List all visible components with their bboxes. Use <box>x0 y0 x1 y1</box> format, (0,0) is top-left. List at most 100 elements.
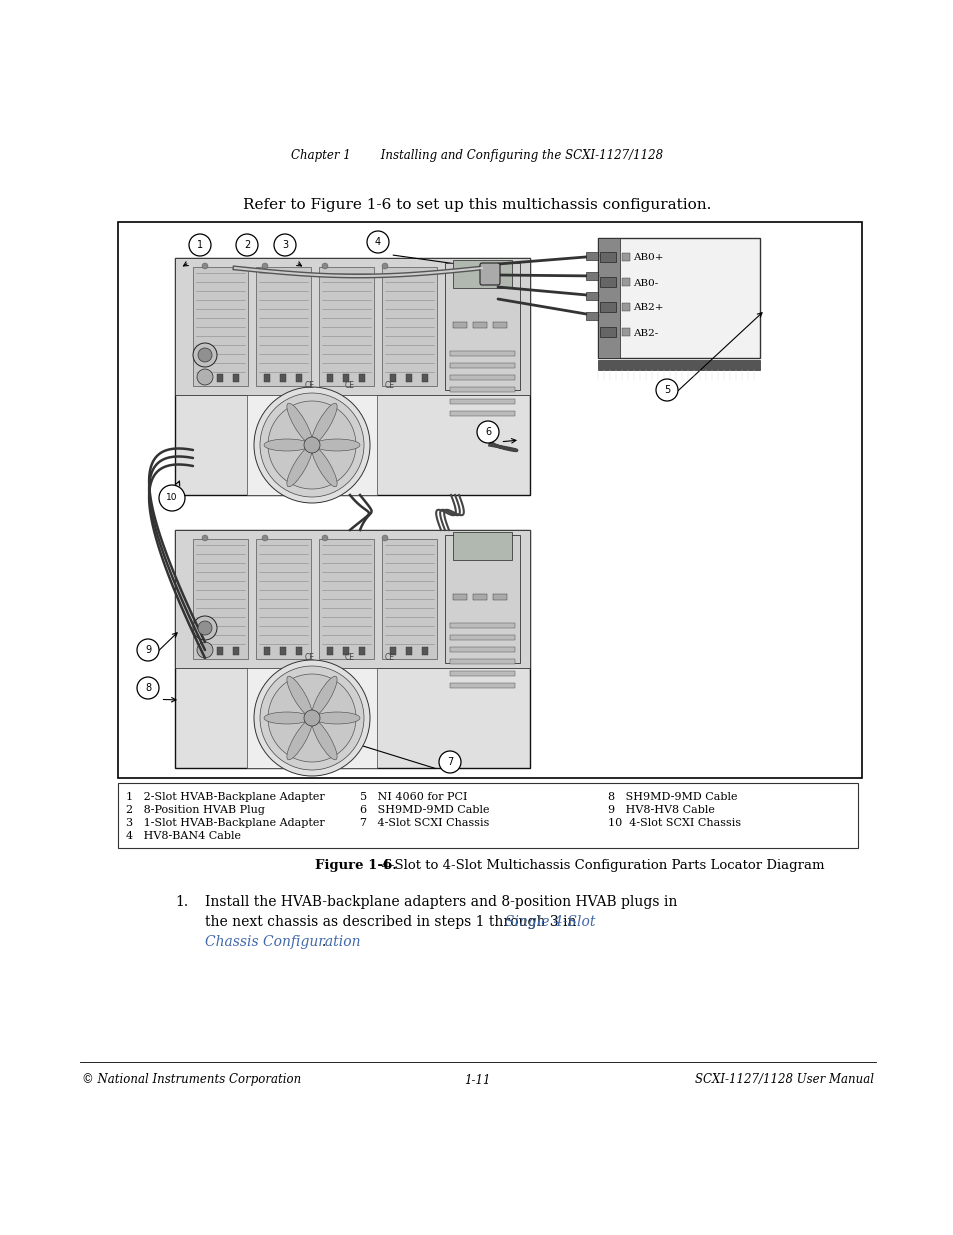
Bar <box>493 594 506 600</box>
Circle shape <box>656 379 678 401</box>
Circle shape <box>262 263 268 269</box>
Bar <box>585 252 598 261</box>
Bar <box>174 530 530 668</box>
Text: Install the HVAB-backplane adapters and 8-position HVAB plugs in: Install the HVAB-backplane adapters and … <box>205 895 677 909</box>
Bar <box>318 267 374 387</box>
Bar <box>598 238 760 358</box>
Bar <box>118 783 857 848</box>
Bar <box>453 594 467 600</box>
Text: CE: CE <box>345 653 355 662</box>
Bar <box>255 538 311 659</box>
Text: 6: 6 <box>484 427 491 437</box>
Bar <box>450 375 515 380</box>
Text: .: . <box>321 935 326 948</box>
Text: 1: 1 <box>196 240 203 249</box>
Circle shape <box>381 263 388 269</box>
Bar <box>621 303 629 311</box>
Text: AB0+: AB0+ <box>633 253 662 263</box>
Circle shape <box>268 401 355 489</box>
Bar <box>585 291 598 300</box>
Text: 8   SH9MD-9MD Cable: 8 SH9MD-9MD Cable <box>607 792 737 802</box>
Bar <box>421 647 428 655</box>
Text: 3   1-Slot HVAB-Backplane Adapter: 3 1-Slot HVAB-Backplane Adapter <box>126 818 324 827</box>
Bar <box>233 647 239 655</box>
Text: Figure 1-6.: Figure 1-6. <box>314 858 396 872</box>
Bar <box>453 322 467 329</box>
Circle shape <box>260 393 364 496</box>
Text: 2: 2 <box>244 240 250 249</box>
Bar <box>453 261 512 288</box>
Text: 4-Slot to 4-Slot Multichassis Configuration Parts Locator Diagram: 4-Slot to 4-Slot Multichassis Configurat… <box>373 858 823 872</box>
Text: 7   4-Slot SCXI Chassis: 7 4-Slot SCXI Chassis <box>359 818 489 827</box>
Circle shape <box>198 621 212 635</box>
Circle shape <box>137 638 159 661</box>
FancyBboxPatch shape <box>479 263 499 285</box>
Bar <box>450 659 515 664</box>
Text: CE: CE <box>385 653 395 662</box>
Bar <box>343 647 349 655</box>
Ellipse shape <box>264 438 310 451</box>
Text: 10: 10 <box>166 494 177 503</box>
Bar <box>598 238 619 358</box>
Circle shape <box>253 387 370 503</box>
Text: 4: 4 <box>375 237 380 247</box>
Ellipse shape <box>287 677 312 716</box>
Bar <box>444 263 519 390</box>
Ellipse shape <box>264 713 310 724</box>
Bar <box>358 374 365 382</box>
Text: AB2+: AB2+ <box>633 304 662 312</box>
Bar <box>453 532 512 559</box>
Bar <box>343 374 349 382</box>
Text: Chassis Configuration: Chassis Configuration <box>205 935 360 948</box>
Text: 1-11: 1-11 <box>463 1073 490 1087</box>
Bar <box>599 327 616 337</box>
Bar <box>444 535 519 663</box>
Text: AB0-: AB0- <box>633 279 658 288</box>
Circle shape <box>262 535 268 541</box>
Bar <box>216 374 223 382</box>
Text: Refer to Figure 1-6 to set up this multichassis configuration.: Refer to Figure 1-6 to set up this multi… <box>243 198 710 212</box>
Bar <box>598 359 760 370</box>
Text: AB2-: AB2- <box>633 329 658 337</box>
Bar <box>280 647 286 655</box>
Circle shape <box>189 233 211 256</box>
Bar <box>473 594 486 600</box>
Text: 5: 5 <box>663 385 669 395</box>
Text: 9   HV8-HV8 Cable: 9 HV8-HV8 Cable <box>607 805 714 815</box>
Text: the next chassis as described in steps 1 through 3 in: the next chassis as described in steps 1… <box>205 915 580 929</box>
Bar <box>493 322 506 329</box>
Text: CE: CE <box>305 380 314 389</box>
Text: Chapter 1        Installing and Configuring the SCXI-1127/1128: Chapter 1 Installing and Configuring the… <box>291 148 662 162</box>
Circle shape <box>260 666 364 769</box>
Bar <box>406 647 412 655</box>
Ellipse shape <box>287 403 312 443</box>
Bar <box>247 395 376 495</box>
Text: SCXI-1127/1128 User Manual: SCXI-1127/1128 User Manual <box>695 1073 873 1087</box>
Bar <box>174 530 530 768</box>
Circle shape <box>196 369 213 385</box>
Bar <box>174 258 530 495</box>
Bar <box>599 252 616 262</box>
Circle shape <box>304 710 319 726</box>
Circle shape <box>193 616 216 640</box>
Circle shape <box>196 642 213 658</box>
Text: 4   HV8-BAN4 Cable: 4 HV8-BAN4 Cable <box>126 831 241 841</box>
Text: 1.: 1. <box>174 895 188 909</box>
Bar <box>406 374 412 382</box>
Circle shape <box>193 343 216 367</box>
Text: 3: 3 <box>282 240 288 249</box>
Ellipse shape <box>312 403 336 443</box>
Bar <box>118 222 862 778</box>
Text: 7: 7 <box>446 757 453 767</box>
Bar <box>450 363 515 368</box>
Text: 2   8-Position HVAB Plug: 2 8-Position HVAB Plug <box>126 805 265 815</box>
Ellipse shape <box>312 720 336 760</box>
Bar <box>585 312 598 320</box>
Ellipse shape <box>314 713 359 724</box>
Bar <box>450 351 515 356</box>
Bar <box>450 399 515 404</box>
Circle shape <box>322 263 328 269</box>
Text: 5   NI 4060 for PCI: 5 NI 4060 for PCI <box>359 792 467 802</box>
Circle shape <box>198 348 212 362</box>
Circle shape <box>304 437 319 453</box>
